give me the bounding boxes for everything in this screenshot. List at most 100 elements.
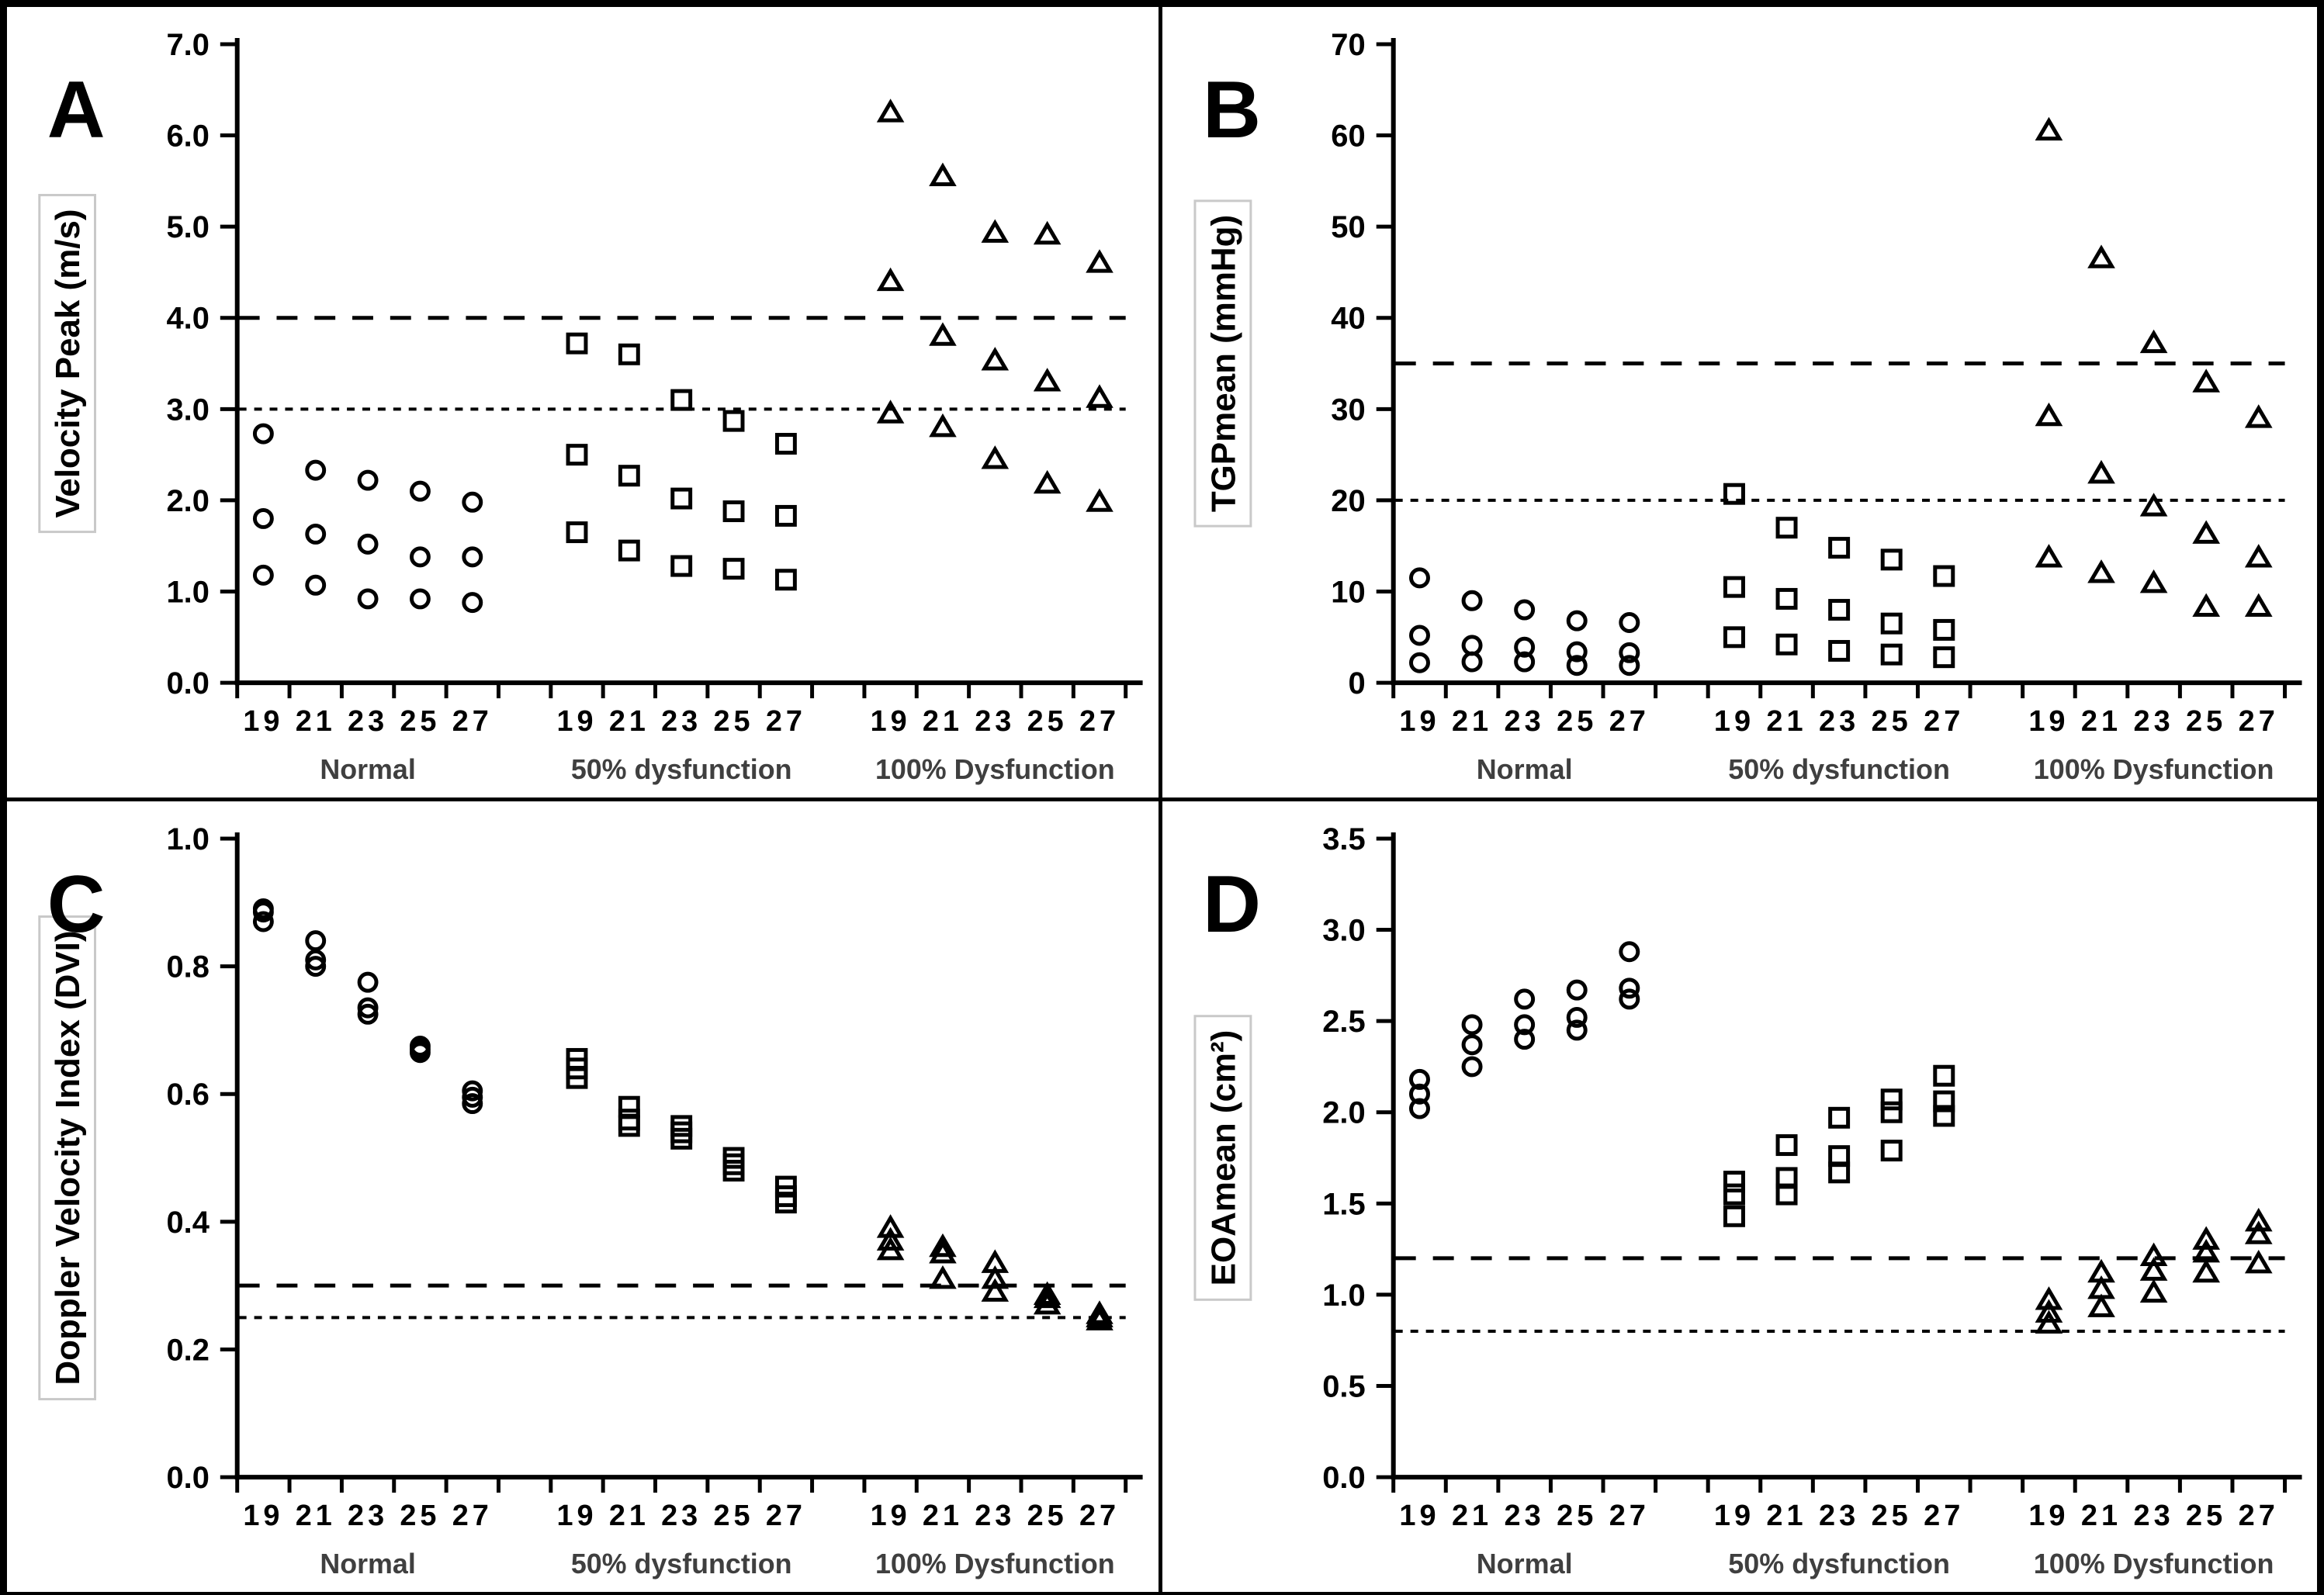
data-point-square	[1932, 1064, 1955, 1087]
data-point-circle	[1408, 567, 1430, 589]
data-point-circle	[462, 1086, 483, 1108]
x-tick-label: 27	[2238, 1500, 2278, 1532]
group-label: Normal	[1476, 753, 1572, 785]
data-point-circle	[357, 997, 379, 1019]
data-point-triangle	[2191, 368, 2220, 393]
data-point-circle	[1566, 1006, 1588, 1028]
data-point-triangle	[2244, 593, 2273, 618]
x-tick-label: 19	[1399, 1500, 1439, 1532]
x-tick-label: 27	[452, 1500, 493, 1532]
data-point-triangle	[2035, 116, 2063, 141]
data-point-triangle	[981, 219, 1010, 243]
data-point-circle	[305, 949, 327, 970]
y-tick-label: 0.6	[167, 1078, 210, 1112]
x-tick-label: 25	[1027, 1500, 1068, 1532]
data-point-triangle	[981, 1278, 1010, 1302]
data-point-triangle	[1033, 469, 1062, 494]
y-tick-label: 20	[1331, 484, 1365, 518]
data-point-square	[1932, 618, 1955, 641]
y-tick-label: 10	[1331, 576, 1365, 610]
data-point-circle	[1461, 1034, 1483, 1056]
data-point-square	[566, 444, 588, 466]
data-point-triangle	[876, 267, 905, 292]
data-point-square	[618, 1115, 640, 1137]
x-tick-label: 25	[2186, 705, 2226, 738]
data-point-square	[670, 389, 693, 411]
group-label: 100% Dysfunction	[875, 754, 1115, 785]
y-axis-label-box	[38, 915, 96, 1401]
x-tick-label: 25	[1027, 705, 1068, 738]
data-point-square	[566, 521, 588, 544]
data-point-square	[1775, 517, 1798, 539]
plot-doppler-velocity-index: 0.0 0.2 0.4 0.6 0.8 1.0 19 21 23 25 27 Normal 19 21 23…	[38, 822, 1143, 1579]
y-tick-label: 2.0	[167, 484, 210, 518]
data-point-square	[618, 1095, 640, 1118]
x-tick-label: 27	[766, 705, 806, 738]
panel-B: 0 10 20 30 40 50 60 70 19 21 23 25 27 Normal 19 21 23 25 2…	[1162, 7, 2317, 801]
panel-A: 0.0 1.0 2.0 3.0 4.0 5.0 6.0 7.0 19 21 23 25 27 Normal…	[7, 7, 1162, 801]
x-tick-label: 27	[766, 1500, 806, 1532]
data-point-square	[1880, 643, 1903, 666]
y-tick-label: 60	[1331, 119, 1365, 154]
data-point-circle	[1566, 610, 1588, 631]
data-point-triangle	[2244, 1220, 2273, 1244]
x-tick-label: 21	[296, 1500, 336, 1532]
data-point-square	[1723, 1171, 1745, 1193]
x-tick-label: 25	[1871, 1500, 1911, 1532]
data-point-circle	[1618, 655, 1640, 676]
y-axis-label: EOAmean (cm²)	[1204, 1030, 1242, 1286]
data-point-triangle	[2035, 1286, 2063, 1310]
data-point-triangle	[1086, 249, 1114, 273]
data-point-square	[1827, 639, 1850, 662]
y-tick-label: 1.0	[1322, 1278, 1366, 1313]
x-tick-label: 25	[1557, 705, 1597, 738]
data-point-circle	[1618, 612, 1640, 633]
data-point-triangle	[981, 347, 1010, 371]
data-point-square	[1723, 1183, 1745, 1206]
y-tick-label: 1.5	[1322, 1187, 1366, 1221]
data-point-triangle	[876, 400, 905, 424]
x-tick-label: 19	[556, 1500, 597, 1532]
y-axis-label: TGPmean (mmHg)	[1204, 215, 1242, 512]
data-point-triangle	[876, 1227, 905, 1251]
data-point-circle	[1618, 988, 1640, 1010]
data-point-circle	[305, 930, 327, 952]
y-tick-label: 0.0	[1322, 1461, 1366, 1495]
data-point-square	[1775, 633, 1798, 656]
data-point-triangle	[2087, 1293, 2115, 1317]
x-tick-label: 23	[2133, 705, 2173, 738]
data-point-circle	[305, 459, 327, 481]
x-tick-label: 19	[1713, 1500, 1754, 1532]
group-label: 100% Dysfunction	[2033, 1548, 2274, 1579]
data-point-circle	[1566, 979, 1588, 1001]
x-tick-label: 27	[452, 705, 493, 738]
x-tick-label: 23	[1504, 705, 1544, 738]
data-point-square	[1827, 1106, 1850, 1129]
plot-eoa-mean: 0.0 0.5 1.0 1.5 2.0 2.5 3.0 3.5 19 21 23 25 27 Normal…	[1193, 822, 2302, 1579]
y-tick-label: 70	[1331, 28, 1365, 62]
data-point-square	[566, 1067, 588, 1089]
group-label: Normal	[320, 754, 415, 785]
data-point-circle	[1461, 651, 1483, 673]
data-point-triangle	[981, 445, 1010, 469]
x-tick-label: 25	[1557, 1500, 1597, 1532]
x-tick-label: 19	[556, 705, 597, 738]
x-tick-label: 25	[400, 1500, 440, 1532]
data-point-square	[1827, 1161, 1850, 1184]
data-point-triangle	[2035, 1299, 2063, 1323]
data-point-circle	[1566, 1019, 1588, 1041]
data-point-triangle	[929, 322, 957, 346]
x-tick-label: 21	[296, 705, 336, 738]
data-point-square	[1932, 1090, 1955, 1112]
data-point-triangle	[2035, 1310, 2063, 1334]
x-tick-label: 23	[661, 1500, 701, 1532]
y-tick-label: 0.5	[1322, 1369, 1366, 1403]
data-point-square	[774, 504, 797, 527]
panel-letter: C	[47, 859, 106, 949]
data-point-triangle	[2244, 1249, 2273, 1274]
y-axis-label: Velocity Peak (m/s)	[49, 209, 87, 517]
y-tick-label: 0.0	[167, 666, 210, 701]
data-point-circle	[1461, 1014, 1483, 1036]
y-tick-label: 50	[1331, 210, 1365, 244]
